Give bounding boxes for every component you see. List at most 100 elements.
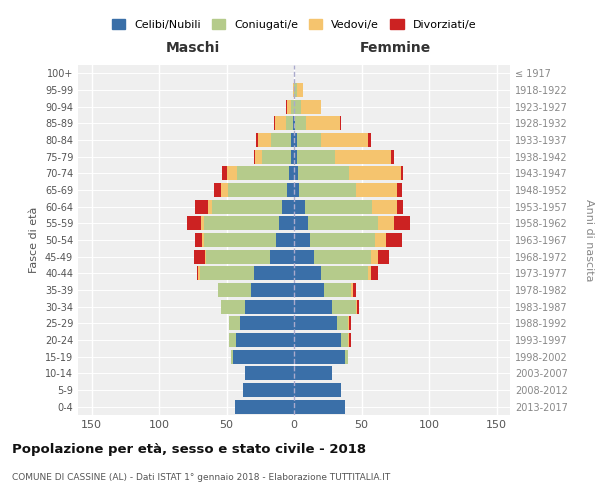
Bar: [310, 233, 375, 247]
Bar: [187, 216, 201, 230]
Bar: [386, 233, 402, 247]
Bar: [271, 133, 292, 147]
Bar: [296, 83, 304, 97]
Bar: [294, 350, 346, 364]
Bar: [305, 200, 372, 214]
Bar: [294, 283, 324, 297]
Bar: [202, 233, 203, 247]
Bar: [254, 266, 294, 280]
Bar: [287, 100, 292, 114]
Y-axis label: Fasce di età: Fasce di età: [29, 207, 39, 273]
Bar: [368, 133, 371, 147]
Bar: [294, 100, 301, 114]
Bar: [294, 166, 298, 180]
Bar: [270, 250, 294, 264]
Bar: [341, 333, 348, 347]
Bar: [375, 233, 386, 247]
Bar: [292, 133, 294, 147]
Legend: Celibi/Nubili, Coniugati/e, Vedovi/e, Divorziati/e: Celibi/Nubili, Coniugati/e, Vedovi/e, Di…: [107, 14, 481, 34]
Bar: [228, 183, 287, 197]
Bar: [294, 183, 299, 197]
Bar: [212, 200, 282, 214]
Bar: [394, 216, 410, 230]
Bar: [332, 300, 356, 314]
Bar: [301, 100, 321, 114]
Bar: [349, 316, 351, 330]
Bar: [340, 116, 341, 130]
Bar: [203, 233, 277, 247]
Y-axis label: Anni di nascita: Anni di nascita: [584, 198, 595, 281]
Bar: [256, 133, 257, 147]
Bar: [293, 116, 294, 130]
Bar: [353, 283, 356, 297]
Bar: [240, 316, 294, 330]
Bar: [350, 283, 353, 297]
Bar: [203, 216, 279, 230]
Bar: [274, 116, 275, 130]
Bar: [356, 183, 397, 197]
Bar: [275, 116, 286, 130]
Bar: [294, 250, 314, 264]
Bar: [245, 366, 294, 380]
Bar: [337, 316, 348, 330]
Bar: [299, 183, 356, 197]
Bar: [236, 333, 294, 347]
Bar: [294, 300, 332, 314]
Bar: [206, 250, 270, 264]
Bar: [242, 383, 294, 397]
Bar: [314, 250, 371, 264]
Bar: [294, 316, 337, 330]
Bar: [294, 133, 296, 147]
Bar: [321, 266, 368, 280]
Bar: [371, 250, 378, 264]
Bar: [298, 166, 349, 180]
Bar: [391, 150, 394, 164]
Bar: [201, 216, 203, 230]
Bar: [199, 266, 254, 280]
Bar: [221, 183, 228, 197]
Bar: [251, 283, 294, 297]
Bar: [294, 383, 341, 397]
Bar: [296, 150, 335, 164]
Bar: [292, 150, 294, 164]
Bar: [214, 183, 221, 197]
Bar: [294, 83, 296, 97]
Bar: [286, 100, 287, 114]
Bar: [306, 116, 340, 130]
Bar: [233, 350, 294, 364]
Text: Maschi: Maschi: [166, 41, 220, 55]
Bar: [255, 150, 262, 164]
Bar: [257, 133, 271, 147]
Bar: [295, 116, 306, 130]
Bar: [294, 233, 310, 247]
Bar: [335, 150, 391, 164]
Bar: [401, 166, 403, 180]
Bar: [378, 216, 394, 230]
Bar: [229, 333, 236, 347]
Text: COMUNE DI CASSINE (AL) - Dati ISTAT 1° gennaio 2018 - Elaborazione TUTTITALIA.IT: COMUNE DI CASSINE (AL) - Dati ISTAT 1° g…: [12, 472, 390, 482]
Bar: [230, 350, 233, 364]
Bar: [196, 200, 208, 214]
Bar: [368, 266, 371, 280]
Bar: [235, 400, 294, 414]
Bar: [289, 166, 294, 180]
Bar: [348, 316, 349, 330]
Bar: [397, 200, 403, 214]
Bar: [324, 283, 350, 297]
Bar: [294, 150, 296, 164]
Bar: [294, 216, 308, 230]
Bar: [196, 233, 202, 247]
Bar: [293, 83, 294, 97]
Text: Femmine: Femmine: [359, 41, 431, 55]
Bar: [218, 283, 251, 297]
Bar: [356, 300, 358, 314]
Bar: [294, 116, 295, 130]
Bar: [292, 100, 294, 114]
Bar: [397, 183, 402, 197]
Bar: [245, 300, 294, 314]
Bar: [287, 183, 294, 197]
Bar: [349, 333, 351, 347]
Bar: [227, 166, 238, 180]
Bar: [321, 133, 368, 147]
Bar: [198, 266, 199, 280]
